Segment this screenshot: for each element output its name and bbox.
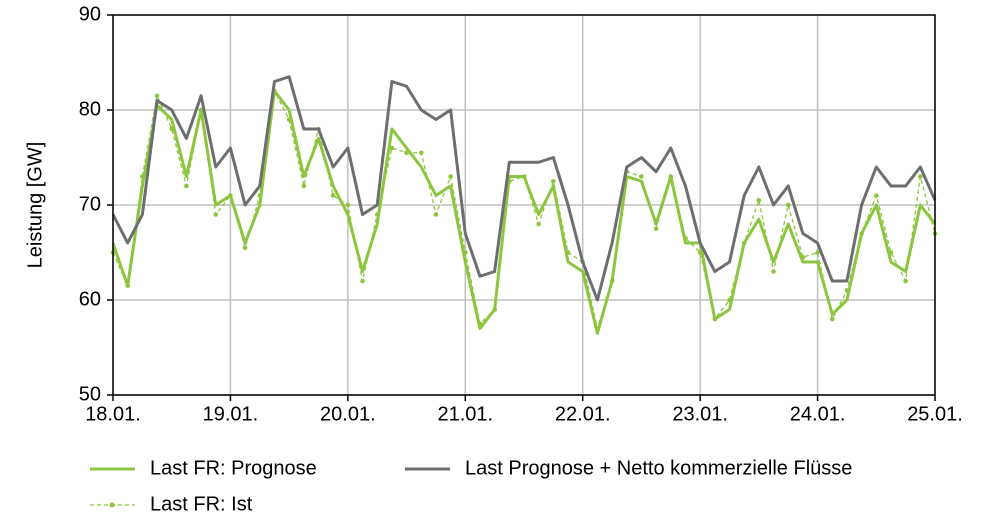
data-point <box>477 321 483 327</box>
x-tick-label: 20.01. <box>320 403 376 425</box>
data-point <box>492 307 497 312</box>
data-point <box>683 235 688 241</box>
series-line <box>111 89 937 335</box>
data-point <box>727 297 732 303</box>
data-point <box>433 212 439 217</box>
plot-frame <box>112 14 936 396</box>
x-tick-label: 23.01. <box>672 403 728 425</box>
data-point <box>741 240 747 246</box>
series-line <box>111 75 937 302</box>
data-point <box>903 278 908 284</box>
y-tick-label: 70 <box>79 193 101 215</box>
data-point <box>140 174 145 179</box>
data-point <box>374 212 380 217</box>
data-point <box>286 117 292 122</box>
data-point <box>536 221 541 227</box>
data-point <box>873 193 879 198</box>
data-point <box>756 197 762 203</box>
data-point <box>785 202 791 208</box>
y-tick-label: 90 <box>79 3 101 25</box>
legend-marker <box>109 502 115 508</box>
data-point <box>389 145 395 151</box>
data-point <box>257 193 263 198</box>
y-axis-label: Leistung [GW] <box>24 142 46 269</box>
data-point <box>404 150 409 156</box>
data-point <box>154 93 160 99</box>
x-tick-label: 21.01. <box>437 403 493 425</box>
data-point <box>125 283 130 289</box>
y-tick-label: 60 <box>79 288 101 310</box>
data-point <box>712 316 718 322</box>
data-point <box>301 183 307 189</box>
data-point <box>228 193 233 198</box>
data-point <box>448 174 453 179</box>
data-point <box>829 316 835 322</box>
x-tick-label: 19.01. <box>203 403 259 425</box>
legend-label: Last FR: Prognose <box>150 457 317 479</box>
x-tick-label: 24.01. <box>790 403 846 425</box>
data-point <box>697 250 703 255</box>
data-point <box>418 150 424 156</box>
data-point <box>815 250 820 255</box>
legend-label: Last FR: Ist <box>150 493 253 515</box>
data-point <box>639 174 644 179</box>
data-point <box>169 126 175 132</box>
data-point <box>888 250 894 255</box>
data-point <box>184 183 189 189</box>
legend-label: Last Prognose + Netto kommerzielle Flüss… <box>465 457 852 479</box>
data-point <box>595 326 600 331</box>
x-tick-label: 25.01. <box>907 403 963 425</box>
data-point <box>800 254 806 260</box>
y-tick-label: 50 <box>79 383 101 405</box>
data-point <box>653 226 659 232</box>
y-tick-label: 80 <box>79 98 101 120</box>
data-point <box>771 269 776 274</box>
data-point <box>242 245 248 251</box>
data-point <box>668 174 674 179</box>
x-tick-label: 18.01. <box>85 403 141 425</box>
data-point <box>609 278 615 284</box>
data-point <box>198 107 204 113</box>
data-point <box>213 212 219 217</box>
data-point <box>462 250 468 255</box>
data-point <box>859 231 864 236</box>
data-point <box>360 278 365 284</box>
data-point <box>844 288 850 293</box>
data-point <box>345 202 351 208</box>
data-point <box>551 178 556 184</box>
data-point <box>521 174 527 179</box>
data-point <box>918 174 923 179</box>
data-point <box>330 193 336 198</box>
data-point <box>565 250 571 255</box>
x-tick-label: 22.01. <box>555 403 611 425</box>
